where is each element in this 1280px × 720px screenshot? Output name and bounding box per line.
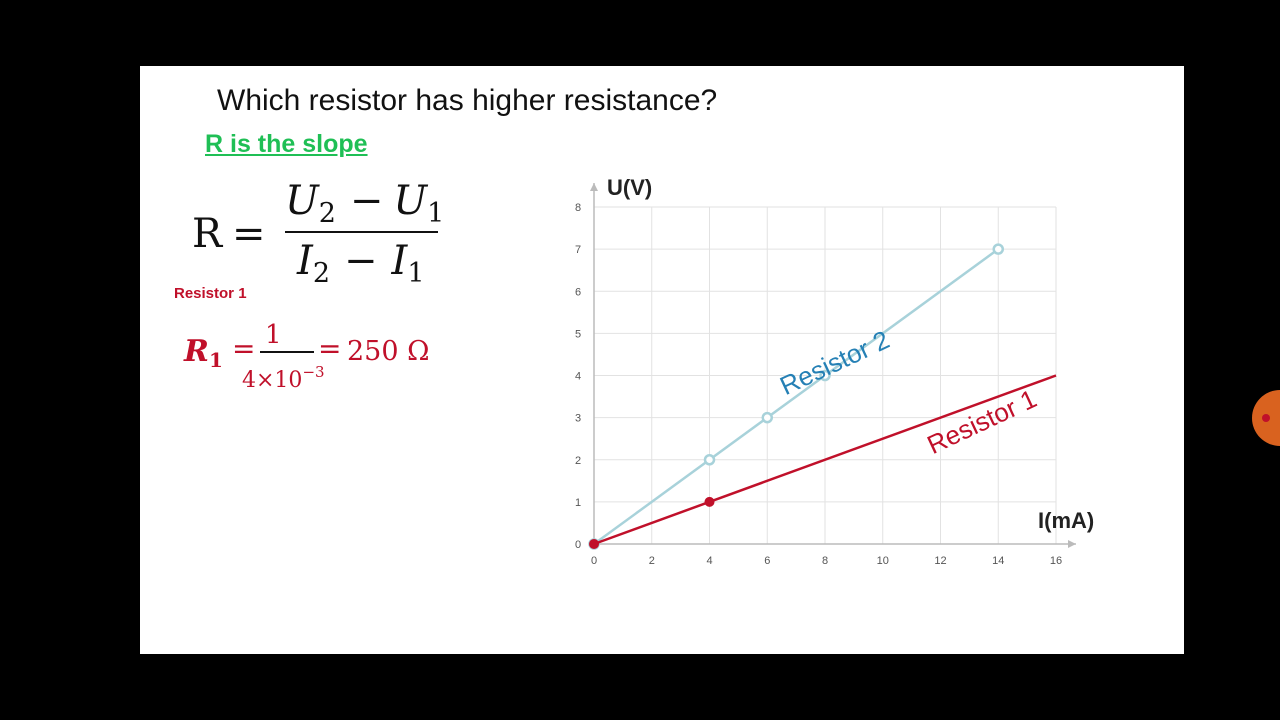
hint-text: R is the slope (205, 130, 368, 158)
r1-equals-2: = (318, 332, 341, 365)
floating-record-button[interactable] (1252, 390, 1280, 446)
denominator-i2: I (296, 238, 314, 284)
x-axis-label: I(mA) (1038, 508, 1094, 533)
formula-area: R = U2− U1 I2− I1 R1 = 1 4×10−3 = 250 Ω (183, 178, 444, 393)
numerator-minus: − (350, 178, 384, 224)
question-text: Which resistor has higher resistance? (217, 84, 718, 117)
r1-denominator-exp: −3 (302, 363, 324, 381)
y-axis-label: U(V) (607, 175, 652, 200)
formula-equals: = (232, 211, 266, 257)
formula-lhs: R (192, 211, 224, 257)
denominator-i1: I (391, 238, 409, 284)
x-tick-label: 14 (992, 555, 1004, 567)
x-tick-label: 10 (877, 555, 889, 567)
series-line-resistor1 (593, 374, 1057, 546)
denominator-i2-sub: 2 (313, 258, 330, 289)
y-tick-label: 7 (575, 244, 581, 256)
slide: Which resistor has higher resistance? R … (140, 66, 1184, 654)
r1-symbol: R1 (183, 334, 223, 372)
numerator-u1-sub: 1 (427, 198, 444, 229)
chart-grid (594, 206, 1057, 544)
data-point-resistor2 (761, 411, 773, 424)
y-tick-label: 8 (575, 202, 581, 214)
resistor1-caption: Resistor 1 (174, 285, 247, 302)
x-tick-label: 6 (764, 555, 770, 567)
formula-numerator: U2− U1 (285, 178, 444, 229)
r1-equals-1: = (232, 332, 255, 365)
denominator-minus: − (344, 238, 378, 284)
x-tick-label: 12 (934, 555, 946, 567)
x-tick-label: 2 (649, 555, 655, 567)
r1-symbol-letter: R (183, 334, 209, 369)
y-tick-label: 6 (575, 286, 581, 298)
y-tick-label: 2 (575, 455, 581, 467)
numerator-u2-sub: 2 (319, 198, 336, 229)
y-axis-arrow (590, 183, 598, 191)
y-tick-label: 1 (575, 497, 581, 509)
x-tick-label: 0 (591, 555, 597, 567)
x-tick-label: 8 (822, 555, 828, 567)
data-point-resistor2 (819, 369, 831, 382)
y-tick-label: 4 (575, 371, 581, 383)
data-point-resistor2 (703, 454, 716, 466)
y-tick-label: 0 (575, 539, 581, 551)
numerator-u2: U (285, 178, 320, 224)
data-point-resistor2 (992, 243, 1004, 255)
x-tick-label: 16 (1050, 555, 1062, 567)
x-tick-label: 4 (706, 555, 712, 567)
y-tick-label: 3 (575, 413, 581, 425)
y-tick-label: 5 (575, 328, 581, 340)
formula-denominator: I2− I1 (296, 238, 425, 289)
r1-numerator: 1 (265, 320, 282, 350)
r1-result: 250 Ω (347, 336, 430, 367)
r1-symbol-sub: 1 (209, 348, 223, 372)
numerator-u1: U (393, 178, 428, 224)
data-point-resistor1 (704, 496, 715, 507)
x-axis-arrow (1068, 540, 1076, 548)
series-label-resistor2: Resistor 2 (775, 324, 894, 401)
r1-denominator: 4×10−3 (242, 363, 325, 393)
data-point-resistor1 (589, 539, 599, 549)
series-line-resistor2 (593, 248, 999, 546)
r1-denominator-base: 4×10 (242, 368, 302, 393)
denominator-i1-sub: 1 (407, 258, 424, 289)
